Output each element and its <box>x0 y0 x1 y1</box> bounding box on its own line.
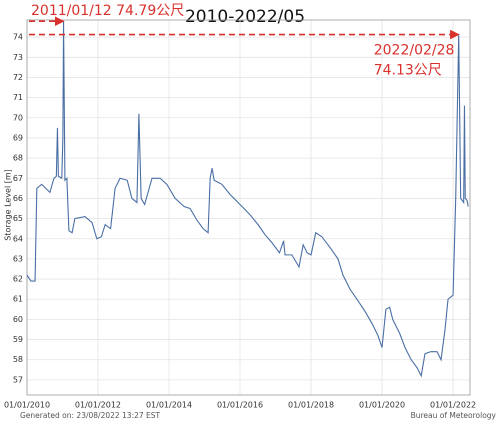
x-tick-label: 01/01/2018 <box>288 401 334 410</box>
y-tick-label: 66 <box>13 194 23 203</box>
y-tick-label: 73 <box>13 53 23 62</box>
y-axis-label: Storage Level [m] <box>4 169 13 241</box>
x-tick-label: 01/01/2014 <box>146 401 192 410</box>
y-tick-label: 68 <box>13 154 23 163</box>
x-tick-label: 01/01/2016 <box>217 401 263 410</box>
y-tick-label: 64 <box>13 234 23 243</box>
y-tick-label: 65 <box>13 214 23 223</box>
y-tick-label: 59 <box>13 335 23 344</box>
x-tick-label: 01/01/2020 <box>359 401 405 410</box>
y-tick-label: 70 <box>13 113 23 122</box>
note: Generated on: 23/08/2022 13:27 EST <box>20 411 161 420</box>
y-tick-label: 57 <box>13 375 23 384</box>
y-tick-label: 74 <box>13 33 23 42</box>
y-tick-label: 60 <box>13 315 23 324</box>
annotation-text: 2022/02/28 <box>374 43 455 59</box>
plot-frame <box>26 19 471 396</box>
x-tick-label: 01/01/2012 <box>75 401 121 410</box>
y-tick-label: 72 <box>13 73 23 82</box>
x-tick-label: 01/01/2022 <box>430 401 476 410</box>
y-tick-label: 61 <box>13 295 23 304</box>
y-tick-label: 67 <box>13 174 23 183</box>
y-tick-label: 63 <box>13 254 23 263</box>
y-tick-label: 58 <box>13 355 23 364</box>
source: Bureau of Meteorology <box>411 411 497 420</box>
annotation-text: 2011/01/12 74.79公尺 <box>31 3 184 19</box>
y-tick-label: 62 <box>13 275 23 284</box>
y-tick-label: 69 <box>13 133 23 142</box>
data-line <box>26 21 469 378</box>
chart-title: 2010-2022/05 <box>185 7 305 27</box>
y-tick-label: 71 <box>13 93 23 102</box>
x-tick-label: 01/01/2010 <box>4 401 50 410</box>
annotation-text: 74.13公尺 <box>374 63 442 79</box>
